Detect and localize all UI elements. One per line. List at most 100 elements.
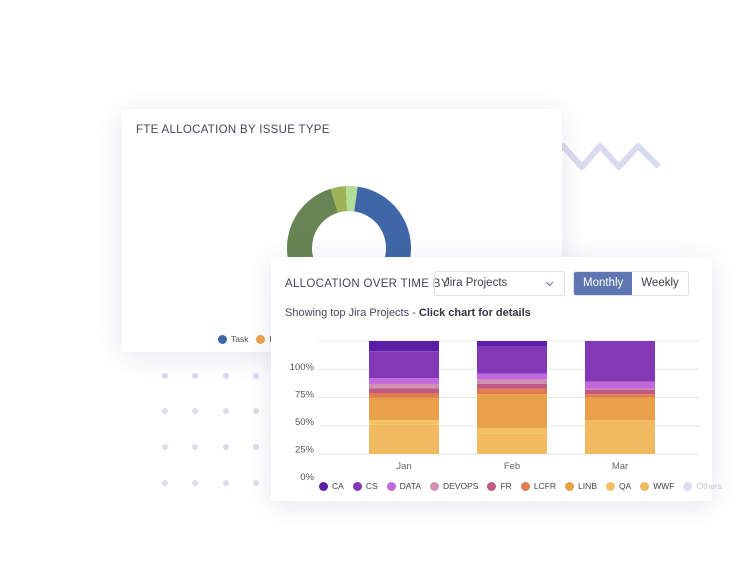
y-tick-label: 100%	[290, 362, 315, 373]
legend-item-others[interactable]: Others	[683, 481, 722, 491]
legend-item-wwf[interactable]: WWF	[640, 481, 674, 491]
bar-segment-qa[interactable]	[477, 428, 547, 434]
bar-segment-cs[interactable]	[477, 346, 547, 374]
x-tick-label: Jan	[396, 461, 411, 472]
x-tick-label: Feb	[504, 461, 520, 472]
legend-label: DEVOPS	[443, 481, 479, 491]
decorative-dot	[192, 373, 198, 379]
bar-segment-fr[interactable]	[477, 383, 547, 389]
bar-segment-cs[interactable]	[585, 341, 655, 382]
y-tick-label: 75%	[295, 390, 315, 401]
dropdown-value: Jira Projects	[444, 277, 508, 289]
monthly-button[interactable]: Monthly	[574, 272, 633, 295]
legend-item-fr[interactable]: FR	[487, 481, 512, 491]
bar-segment-wwf[interactable]	[477, 433, 547, 454]
bar-segment-linb[interactable]	[477, 394, 547, 429]
bar-segment-qa[interactable]	[369, 420, 439, 425]
decorative-dot	[162, 373, 168, 379]
legend-item-cs[interactable]: CS	[352, 481, 378, 491]
legend-label: Others	[696, 481, 722, 491]
decorative-dot	[223, 408, 229, 414]
chart-subtitle: Showing top Jira Projects - Click chart …	[285, 307, 531, 319]
legend-swatch	[256, 334, 266, 344]
card-title: ALLOCATION OVER TIME BY	[285, 278, 449, 290]
bar-segment-data[interactable]	[477, 373, 547, 380]
legend-item-devops[interactable]: DEVOPS	[430, 481, 478, 491]
legend-swatch	[487, 481, 497, 491]
legend-item-qa[interactable]: QA	[605, 481, 632, 491]
decorative-dot	[162, 480, 168, 486]
legend-item-task[interactable]: Task	[218, 334, 248, 344]
decorative-dot	[253, 373, 259, 379]
decorative-dot	[192, 480, 198, 486]
legend-label: Task	[231, 334, 249, 344]
bar-segment-wwf[interactable]	[369, 424, 439, 454]
decorative-dot	[223, 373, 229, 379]
bar-segment-data[interactable]	[585, 381, 655, 389]
bar-segment-cs[interactable]	[369, 351, 439, 379]
y-tick-label: 25%	[295, 445, 315, 456]
legend-item-linb[interactable]: LINB	[565, 481, 597, 491]
bar-segment-fr[interactable]	[585, 389, 655, 395]
decorative-dot	[253, 408, 259, 414]
decorative-dot	[223, 444, 229, 450]
bar-segment-devops[interactable]	[369, 383, 439, 389]
legend-swatch	[520, 481, 530, 491]
card-title: FTE ALLOCATION BY ISSUE TYPE	[136, 124, 330, 136]
legend-swatch	[352, 481, 362, 491]
bar-segment-linb[interactable]	[369, 397, 439, 421]
legend-label: CS	[365, 481, 378, 491]
legend-swatch	[386, 481, 396, 491]
decorative-dot	[192, 408, 198, 414]
weekly-button[interactable]: Weekly	[641, 277, 679, 289]
legend-label: FR	[500, 481, 512, 491]
bar-segment-devops[interactable]	[477, 379, 547, 384]
y-tick-label: 50%	[295, 417, 315, 428]
legend-item-lcfr[interactable]: LCFR	[520, 481, 557, 491]
bar-segment-linb[interactable]	[585, 397, 655, 421]
decorative-dot	[253, 444, 259, 450]
decorative-dot	[162, 408, 168, 414]
legend-label: WWF	[653, 481, 675, 491]
bar-segment-data[interactable]	[369, 378, 439, 384]
y-tick-label: 0%	[300, 472, 314, 483]
stacked-bar-chart[interactable]: 100% 75% 50% 25% 0% Jan Feb Mar	[271, 257, 712, 501]
period-toggle: Monthly Weekly	[573, 271, 689, 296]
subtitle-bold-text: Click chart for details	[418, 307, 531, 319]
legend-item-ca[interactable]: CA	[319, 481, 344, 491]
legend-swatch	[430, 481, 440, 491]
legend-swatch	[683, 481, 693, 491]
x-tick-label: Mar	[612, 461, 628, 472]
bar-segment-lcfr[interactable]	[585, 394, 655, 398]
legend-label: CA	[332, 481, 344, 491]
legend-item-data[interactable]: DATA	[386, 481, 422, 491]
legend-label: QA	[618, 481, 632, 491]
legend-swatch	[218, 334, 227, 344]
decorative-dot	[192, 444, 198, 450]
decorative-dot	[162, 444, 168, 450]
bar-segment-fr[interactable]	[369, 388, 439, 393]
legend-label: LINB	[578, 481, 597, 491]
legend-swatch	[319, 481, 328, 491]
allocation-over-time-card: ALLOCATION OVER TIME BY Jira Projects Mo…	[271, 257, 722, 501]
bar-segment-lcfr[interactable]	[477, 388, 547, 395]
donut-legend: Task B	[218, 334, 275, 344]
legend-label: DATA	[399, 481, 422, 491]
decorative-dot	[223, 480, 229, 486]
bar-segment-ca[interactable]	[369, 341, 439, 352]
group-by-dropdown[interactable]: Jira Projects	[434, 271, 565, 296]
legend-swatch	[605, 481, 615, 491]
bar-segment-ca[interactable]	[477, 341, 547, 347]
donut-slice[interactable]	[345, 186, 358, 212]
bar-segment-wwf[interactable]	[585, 420, 655, 454]
legend-label: LCFR	[533, 481, 557, 491]
legend-swatch	[565, 481, 575, 491]
legend-swatch	[640, 481, 650, 491]
bar-segment-lcfr[interactable]	[369, 392, 439, 398]
subtitle-text: Showing top Jira Projects -	[285, 307, 419, 319]
bar-legend: CA CS DATA DEVOPS FR LCFR LINB QA WWF Others	[319, 481, 722, 491]
bar-segment-devops[interactable]	[585, 388, 655, 390]
chevron-down-icon	[545, 281, 554, 287]
decorative-dot	[253, 480, 259, 486]
donut-slice[interactable]	[330, 186, 348, 213]
